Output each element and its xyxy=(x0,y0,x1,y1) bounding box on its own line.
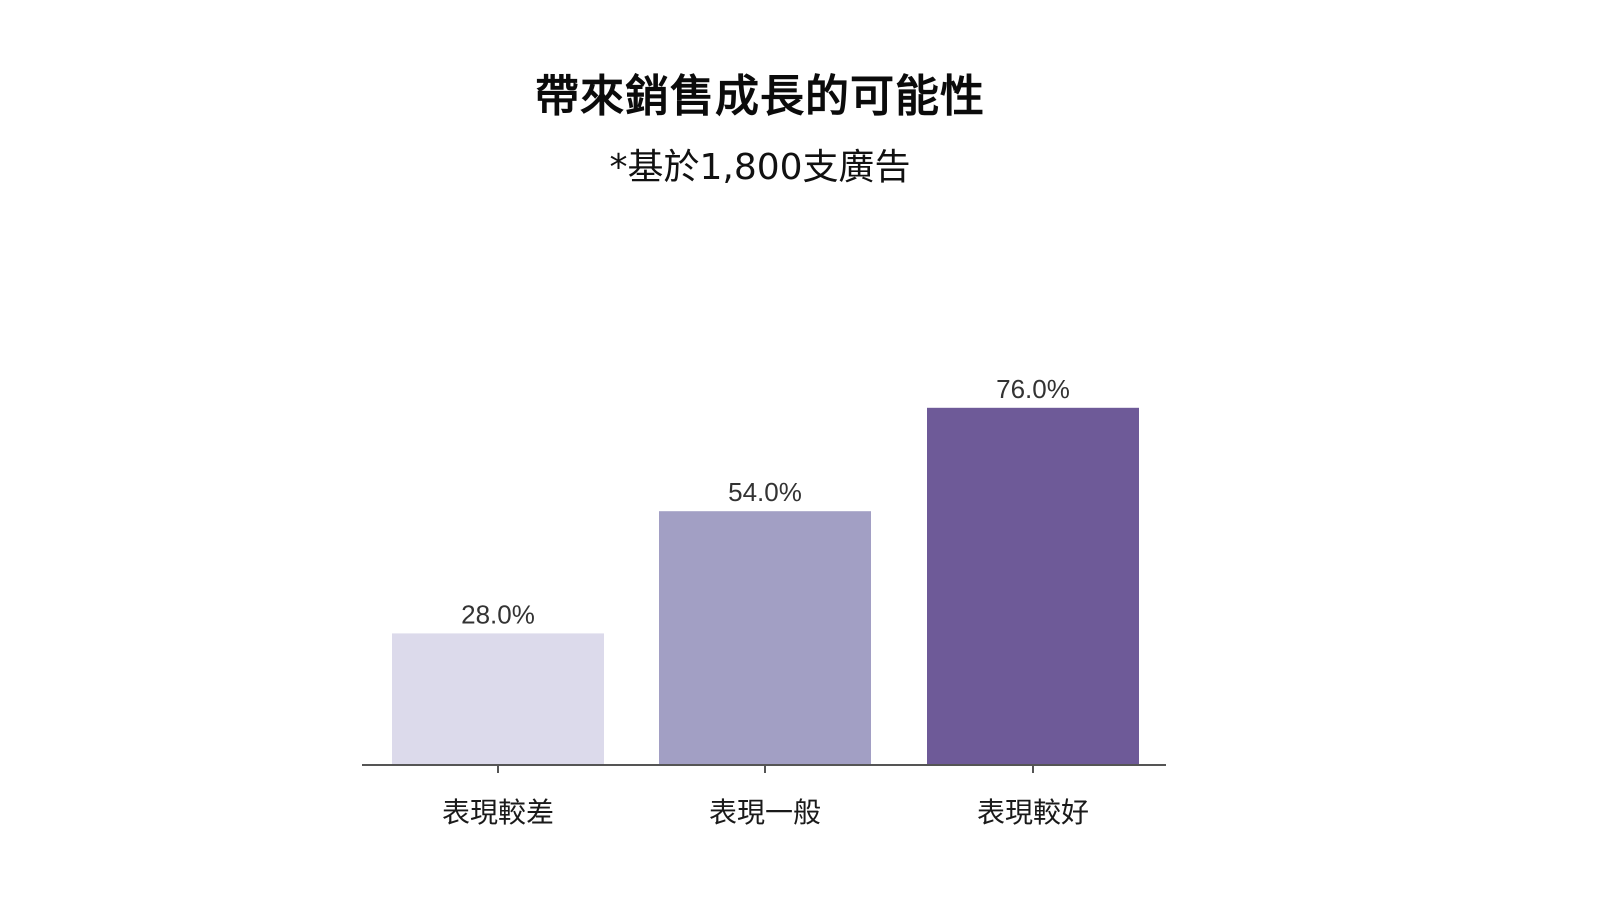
bars-group xyxy=(392,407,1139,765)
chart-subtitle: *基於1,800支廣告 xyxy=(609,147,911,188)
bar-3 xyxy=(927,407,1139,765)
x-axis-ticks xyxy=(497,765,1034,773)
category-label-3: 表現較好 xyxy=(977,796,1089,829)
category-label-2: 表現一般 xyxy=(709,796,821,829)
value-label-2: 54.0% xyxy=(728,477,802,507)
value-label-3: 76.0% xyxy=(996,374,1070,404)
bar-2 xyxy=(659,511,871,765)
bar-1 xyxy=(392,633,604,765)
chart-title: 帶來銷售成長的可能性 xyxy=(535,71,985,122)
labels-group: 28.0% 表現較差 54.0% 表現一般 76.0% 表現較好 xyxy=(442,374,1089,829)
category-label-1: 表現較差 xyxy=(442,796,554,829)
value-label-1: 28.0% xyxy=(461,599,535,629)
